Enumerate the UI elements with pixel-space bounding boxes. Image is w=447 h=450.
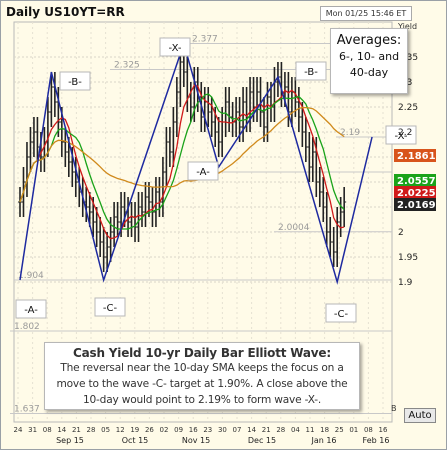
- x-tick-label: 14: [57, 426, 66, 434]
- x-month-label: Oct 15: [122, 436, 149, 445]
- wave-label: -B-: [304, 67, 318, 78]
- wave-label: -C-: [334, 309, 349, 320]
- wave-label-box: [325, 303, 357, 323]
- x-tick-label: 28: [276, 426, 285, 434]
- auto-scale-button[interactable]: Auto: [404, 408, 436, 423]
- chart-title: Daily US10YT=RR: [6, 5, 125, 19]
- caption-line-3: 10-day would point to 2.19% to form wave…: [82, 394, 322, 406]
- wave-label-box: [94, 297, 126, 317]
- wave-label-box: [385, 125, 417, 145]
- x-tick-label: 08: [43, 426, 52, 434]
- y-tick-label: 1.9: [398, 278, 413, 288]
- caption-box: Cash Yield 10-yr Daily Bar Elliott Wave:…: [44, 342, 360, 410]
- y-tick-label: 2: [398, 228, 404, 238]
- averages-line-2: 40-day: [349, 66, 389, 79]
- sma-line-40: [19, 106, 345, 203]
- x-tick-label: 25: [335, 426, 344, 434]
- x-month-label: Nov 15: [182, 436, 210, 445]
- sma-line-10: [19, 93, 345, 230]
- level-label: 2.0004: [278, 223, 310, 233]
- wave-path: [19, 40, 373, 285]
- wave-label: -X-: [168, 43, 181, 54]
- price-tag-label: 2.0557: [397, 176, 436, 187]
- x-tick-label: 05: [101, 426, 110, 434]
- x-month-label: Dec 15: [248, 436, 276, 445]
- x-month-label: Sep 15: [56, 436, 84, 445]
- wave-label-box: [187, 161, 219, 181]
- price-tag: [394, 198, 436, 211]
- level-label: 2.19: [340, 128, 360, 138]
- x-tick-label: 28: [87, 426, 96, 434]
- averages-title: Averages:: [336, 33, 402, 48]
- price-tag: [394, 186, 436, 199]
- x-month-label: Feb 16: [363, 436, 390, 445]
- level-label: 2.377: [192, 35, 218, 45]
- timestamp-box: Mon 01/25 15:46 ET: [320, 6, 412, 21]
- x-tick-label: 01: [349, 426, 358, 434]
- x-tick-label: 18: [320, 426, 329, 434]
- y-tick-label: 2.25: [398, 103, 418, 113]
- x-tick-label: 02: [160, 426, 169, 434]
- wave-label-box: [159, 37, 191, 57]
- x-tick-label: 31: [28, 426, 37, 434]
- x-month-label: Jan 16: [310, 436, 336, 445]
- x-tick-label: 08: [364, 426, 373, 434]
- price-tag: [394, 174, 436, 187]
- averages-line-1: 6-, 10- and: [338, 50, 400, 63]
- x-tick-label: 26: [145, 426, 154, 434]
- price-tag-label: 2.0169: [397, 200, 436, 211]
- x-tick-label: 21: [262, 426, 271, 434]
- level-label: 1.802: [14, 322, 40, 332]
- x-tick-label: 24: [14, 426, 23, 434]
- level-label: 1.904: [18, 271, 44, 281]
- averages-box: Averages: 6-, 10- and 40-day: [330, 28, 408, 94]
- price-tag-label: 2.1861: [397, 151, 436, 162]
- x-tick-label: 12: [116, 426, 125, 434]
- x-tick-label: 07: [233, 426, 242, 434]
- level-label: 2.325: [114, 61, 140, 71]
- wave-label-box: [59, 71, 91, 91]
- wave-label: -A-: [24, 305, 38, 316]
- x-tick-label: 16: [189, 426, 198, 434]
- level-label: 1.637: [14, 405, 40, 415]
- wave-label: -C-: [103, 303, 118, 314]
- x-tick-label: 16: [379, 426, 388, 434]
- wave-label-box: [295, 61, 327, 81]
- y-tick-label: 2.35: [398, 53, 418, 63]
- y-tick-label: 2.2: [398, 128, 412, 138]
- x-tick-label: 11: [306, 426, 315, 434]
- wave-label: -X-: [394, 131, 407, 142]
- wave-label: -B-: [68, 77, 82, 88]
- x-tick-label: 23: [203, 426, 212, 434]
- x-tick-label: 21: [72, 426, 81, 434]
- price-tag: [394, 149, 436, 162]
- wave-label: -A-: [196, 167, 210, 178]
- x-tick-label: 30: [218, 426, 227, 434]
- yield-axis-label: Yield: [398, 22, 418, 31]
- x-tick-label: 14: [247, 426, 256, 434]
- caption-line-1: The reversal near the 10-day SMA keeps t…: [60, 362, 344, 374]
- price-tag-label: 2.0225: [397, 188, 436, 199]
- b-marker: B: [391, 404, 397, 413]
- y-tick-label: 1.95: [398, 253, 418, 263]
- sma-line-6: [19, 84, 345, 240]
- wave-label-box: [15, 299, 47, 319]
- caption-title: Cash Yield 10-yr Daily Bar Elliott Wave:: [73, 346, 331, 360]
- caption-line-2: move to the wave -C- target at 1.90%. A …: [56, 378, 348, 390]
- x-tick-label: 09: [174, 426, 183, 434]
- x-tick-label: 19: [130, 426, 139, 434]
- x-tick-label: 04: [291, 426, 300, 434]
